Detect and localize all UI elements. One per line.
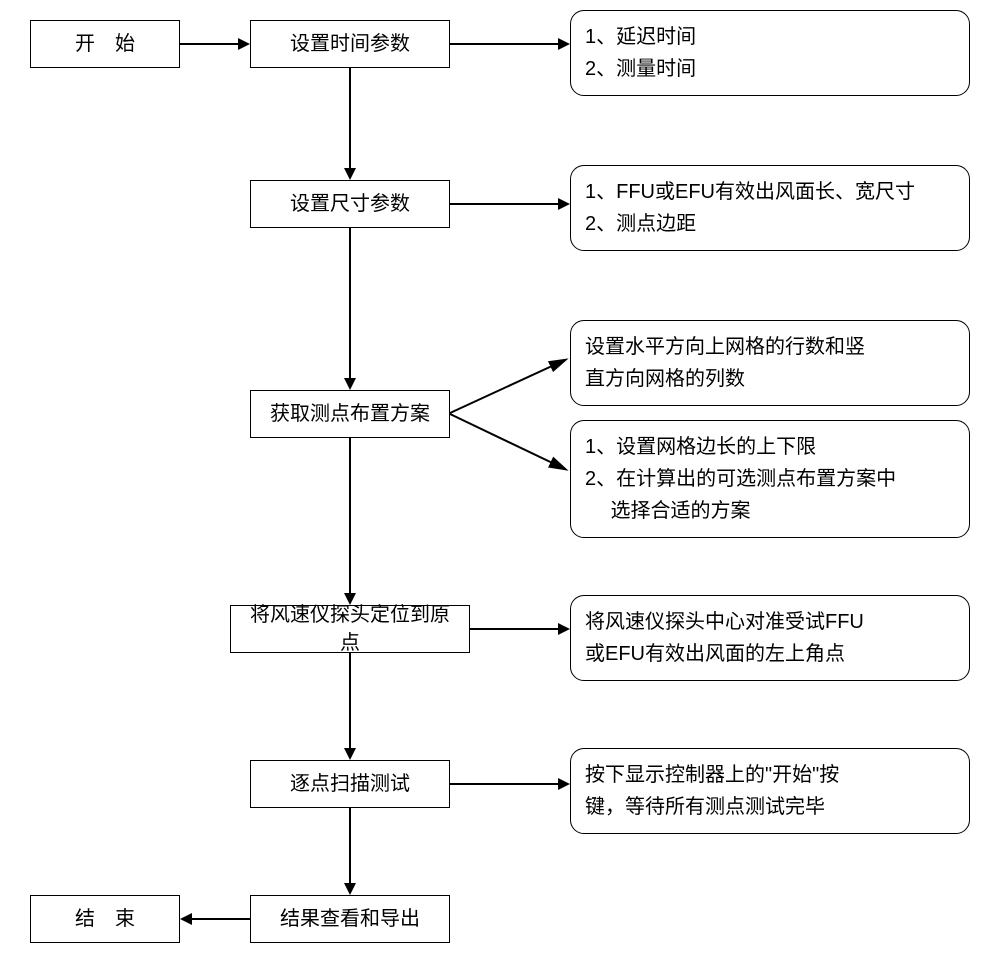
arrow-scan-to-note <box>450 783 558 785</box>
note-layout-b-line2: 2、在计算出的可选测点布置方案中 <box>585 463 955 495</box>
step-scan-test: 逐点扫描测试 <box>250 760 450 808</box>
note-time: 1、延迟时间 2、测量时间 <box>570 10 970 96</box>
step-end-label: 结 束 <box>75 905 135 933</box>
note-layout-b-line3: 选择合适的方案 <box>585 495 955 527</box>
arrow-v5 <box>349 808 351 883</box>
arrow-v2 <box>349 228 351 378</box>
note-layout-a-line1: 设置水平方向上网格的行数和竖 <box>585 331 955 363</box>
arrowhead-settime-to-note <box>558 38 570 50</box>
step-position-probe: 将风速仪探头定位到原点 <box>230 605 470 653</box>
note-size: 1、FFU或EFU有效出风面长、宽尺寸 2、测点边距 <box>570 165 970 251</box>
arrow-probe-to-note <box>470 628 558 630</box>
arrow-v1 <box>349 68 351 168</box>
note-layout-b: 1、设置网格边长的上下限 2、在计算出的可选测点布置方案中 选择合适的方案 <box>570 420 970 538</box>
step-scan-test-label: 逐点扫描测试 <box>290 770 410 798</box>
step-get-layout-label: 获取测点布置方案 <box>270 400 430 428</box>
step-start: 开 始 <box>30 20 180 68</box>
note-probe-line1: 将风速仪探头中心对准受试FFU <box>585 606 955 638</box>
note-scan-line1: 按下显示控制器上的"开始"按 <box>585 759 955 791</box>
arrowhead-scan-to-note <box>558 778 570 790</box>
step-set-size-label: 设置尺寸参数 <box>290 190 410 218</box>
note-probe-line2: 或EFU有效出风面的左上角点 <box>585 638 955 670</box>
arrow-diag-layout-a <box>450 355 580 420</box>
step-get-layout: 获取测点布置方案 <box>250 390 450 438</box>
step-view-export-label: 结果查看和导出 <box>280 905 420 933</box>
arrow-v4 <box>349 653 351 748</box>
flowchart-container: 开 始 设置时间参数 设置尺寸参数 获取测点布置方案 将风速仪探头定位到原点 逐… <box>0 0 1000 958</box>
step-end: 结 束 <box>30 895 180 943</box>
note-scan-line2: 键，等待所有测点测试完毕 <box>585 791 955 823</box>
arrowhead-v5 <box>344 883 356 895</box>
step-set-time-label: 设置时间参数 <box>290 30 410 58</box>
arrowhead-export-to-end <box>180 913 192 925</box>
step-set-time: 设置时间参数 <box>250 20 450 68</box>
note-probe: 将风速仪探头中心对准受试FFU 或EFU有效出风面的左上角点 <box>570 595 970 681</box>
arrowhead-v1 <box>344 168 356 180</box>
step-set-size: 设置尺寸参数 <box>250 180 450 228</box>
arrowhead-start-to-settime <box>238 38 250 50</box>
note-layout-a: 设置水平方向上网格的行数和竖 直方向网格的列数 <box>570 320 970 406</box>
note-time-line2: 2、测量时间 <box>585 53 955 85</box>
arrowhead-probe-to-note <box>558 623 570 635</box>
arrowhead-v4 <box>344 748 356 760</box>
note-size-line2: 2、测点边距 <box>585 208 955 240</box>
note-scan: 按下显示控制器上的"开始"按 键，等待所有测点测试完毕 <box>570 748 970 834</box>
arrow-settime-to-note <box>450 43 558 45</box>
arrow-v3 <box>349 438 351 593</box>
note-layout-a-line2: 直方向网格的列数 <box>585 363 955 395</box>
step-start-label: 开 始 <box>75 30 135 58</box>
arrowhead-v3 <box>344 593 356 605</box>
arrow-start-to-settime <box>180 43 238 45</box>
step-position-probe-label: 将风速仪探头定位到原点 <box>241 601 459 657</box>
note-layout-b-line1: 1、设置网格边长的上下限 <box>585 431 955 463</box>
note-size-line1: 1、FFU或EFU有效出风面长、宽尺寸 <box>585 176 955 208</box>
arrowhead-v2 <box>344 378 356 390</box>
arrow-diag-layout-b <box>450 414 580 484</box>
step-view-export: 结果查看和导出 <box>250 895 450 943</box>
note-time-line1: 1、延迟时间 <box>585 21 955 53</box>
arrowhead-setsize-to-note <box>558 198 570 210</box>
arrow-setsize-to-note <box>450 203 558 205</box>
arrow-export-to-end <box>192 918 250 920</box>
